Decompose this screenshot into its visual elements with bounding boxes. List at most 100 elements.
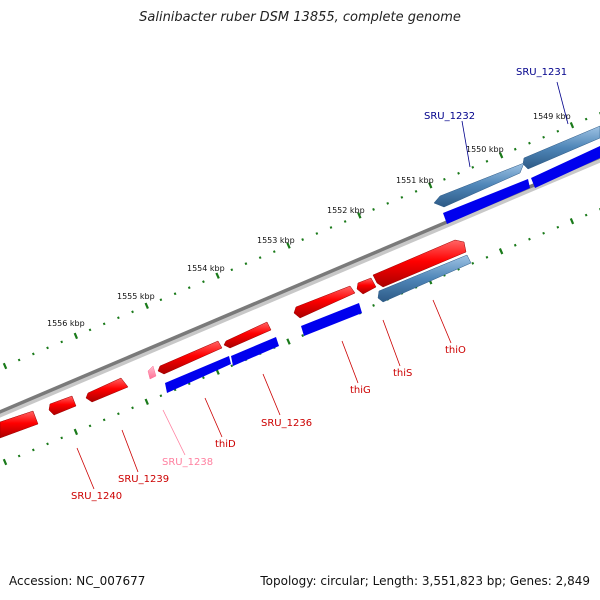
scale-tick bbox=[230, 268, 234, 272]
scale-tick bbox=[88, 424, 92, 428]
gene-sru-1240[interactable] bbox=[48, 395, 77, 416]
gene-leftmost[interactable] bbox=[0, 410, 39, 439]
gene-label-sru-1236: SRU_1236 bbox=[261, 418, 312, 429]
outer-tick-track bbox=[2, 112, 600, 370]
gene-this[interactable] bbox=[356, 277, 377, 295]
scale-tick bbox=[258, 256, 262, 260]
scale-tick bbox=[117, 412, 120, 416]
scale-tick bbox=[102, 322, 106, 326]
gene-thid[interactable] bbox=[157, 340, 223, 375]
gene-label-this: thiS bbox=[393, 368, 412, 379]
scale-tick bbox=[343, 220, 347, 223]
gene-thig[interactable] bbox=[293, 285, 356, 319]
scale-tick bbox=[471, 165, 475, 169]
scale-tick bbox=[584, 117, 588, 121]
scale-tick bbox=[60, 436, 64, 440]
scale-tick bbox=[513, 147, 517, 151]
scale-tick bbox=[372, 208, 375, 211]
kbp-label: 1555 kbp bbox=[117, 292, 155, 301]
scale-tick bbox=[542, 135, 545, 139]
scale-tick bbox=[2, 458, 8, 466]
accession-label: Accession: NC_007677 bbox=[9, 574, 146, 588]
scale-tick bbox=[88, 328, 92, 332]
scale-tick bbox=[102, 418, 106, 422]
scale-tick bbox=[73, 428, 79, 436]
scale-tick bbox=[144, 398, 149, 406]
gene-sru-1232[interactable] bbox=[433, 162, 525, 208]
backbone-shadow bbox=[0, 157, 600, 418]
kbp-label: 1553 kbp bbox=[257, 236, 295, 245]
scale-tick bbox=[131, 310, 134, 314]
gene-label-thid: thiD bbox=[215, 439, 236, 450]
scale-tick bbox=[457, 171, 460, 175]
scale-tick bbox=[315, 232, 319, 235]
scale-tick bbox=[286, 338, 291, 345]
scale-tick bbox=[31, 352, 35, 356]
scale-tick bbox=[485, 255, 489, 259]
scale-tick bbox=[513, 243, 517, 247]
kbp-label: 1554 kbp bbox=[187, 264, 225, 273]
gene-label-sru-1231: SRU_1231 bbox=[516, 67, 567, 78]
gene-label-sru-1238: SRU_1238 bbox=[162, 457, 213, 468]
scale-tick bbox=[202, 280, 205, 284]
scale-tick bbox=[301, 238, 305, 241]
kbp-label: 1551 kbp bbox=[396, 176, 434, 185]
cds-track bbox=[165, 146, 600, 393]
genome-summary: Topology: circular; Length: 3,551,823 bp… bbox=[260, 574, 590, 588]
scale-tick bbox=[230, 364, 234, 368]
scale-tick bbox=[485, 159, 489, 163]
scale-tick bbox=[159, 394, 163, 398]
gene-sru-1239[interactable] bbox=[85, 377, 129, 403]
gene-label-sru-1239: SRU_1239 bbox=[118, 474, 169, 485]
scale-tick bbox=[329, 226, 333, 229]
scale-tick bbox=[357, 212, 362, 219]
scale-tick bbox=[2, 362, 8, 370]
scale-tick bbox=[17, 454, 21, 458]
scale-tick bbox=[542, 231, 545, 235]
gene-thio[interactable] bbox=[372, 239, 467, 288]
map-title: Salinibacter ruber DSM 13855, complete g… bbox=[139, 10, 461, 25]
scale-tick bbox=[386, 202, 390, 205]
label-leader-lines bbox=[76, 81, 569, 490]
scale-tick bbox=[301, 334, 305, 337]
scale-tick bbox=[73, 332, 79, 340]
scale-tick bbox=[372, 304, 375, 307]
scale-tick bbox=[46, 346, 49, 350]
scale-tick bbox=[498, 152, 504, 159]
scale-tick bbox=[131, 406, 134, 410]
scale-tick bbox=[215, 272, 220, 279]
scale-tick bbox=[159, 298, 163, 302]
scale-tick bbox=[173, 292, 177, 296]
kbp-label: 1552 kbp bbox=[327, 206, 365, 215]
gene-label-sru-1232: SRU_1232 bbox=[424, 111, 475, 122]
gene-label-thig: thiG bbox=[350, 385, 371, 396]
kbp-label: 1556 kbp bbox=[47, 319, 85, 328]
scale-tick bbox=[471, 261, 475, 265]
scale-tick bbox=[498, 248, 504, 255]
scale-tick bbox=[414, 189, 418, 193]
scale-tick bbox=[584, 213, 588, 217]
gene-label-sru-1240: SRU_1240 bbox=[71, 491, 122, 502]
scale-tick bbox=[443, 177, 446, 181]
scale-tick bbox=[428, 182, 433, 189]
scale-tick bbox=[244, 262, 248, 266]
gene-steelblue-thio-region[interactable] bbox=[377, 254, 472, 303]
kbp-label: 1550 kbp bbox=[466, 145, 504, 154]
scale-tick bbox=[31, 448, 35, 452]
scale-tick bbox=[400, 195, 404, 199]
scale-tick bbox=[556, 129, 560, 133]
scale-tick bbox=[272, 250, 276, 253]
scale-tick bbox=[46, 442, 49, 446]
gene-label-thio: thiO bbox=[445, 345, 466, 356]
scale-tick bbox=[202, 376, 205, 380]
scale-tick bbox=[286, 242, 291, 249]
gene-sru-1238[interactable] bbox=[147, 365, 157, 380]
scale-tick bbox=[569, 217, 575, 225]
scale-tick bbox=[60, 340, 64, 344]
gene-sru-1236[interactable] bbox=[223, 321, 272, 349]
kbp-label: 1549 kbp bbox=[533, 112, 571, 121]
scale-tick bbox=[187, 286, 191, 290]
gene-sru-1231[interactable] bbox=[522, 125, 600, 170]
scale-tick bbox=[144, 302, 149, 310]
